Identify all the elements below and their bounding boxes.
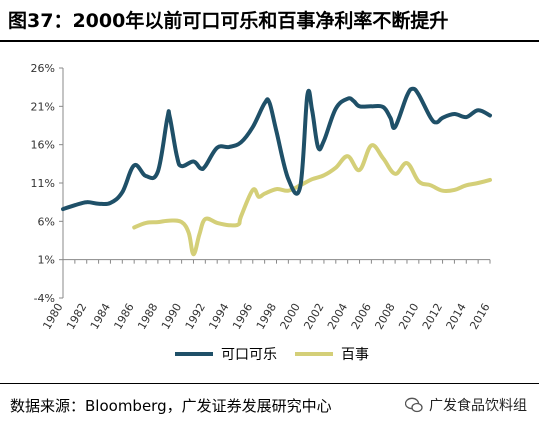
title-bar: 图37：2000年以前可口可乐和百事净利率不断提升: [0, 0, 539, 42]
x-tick-label: 2006: [349, 301, 374, 332]
watermark-text: 广发食品饮料组: [429, 398, 527, 414]
y-tick-label: 16%: [31, 139, 55, 152]
x-tick-label: 1998: [254, 301, 279, 332]
y-tick-label: -4%: [34, 292, 55, 305]
legend-label: 百事: [341, 347, 369, 363]
x-tick-label: 1988: [135, 301, 160, 332]
x-tick-label: 1990: [159, 301, 184, 332]
y-tick-label: 6%: [38, 215, 55, 228]
x-tick-label: 2002: [301, 301, 326, 332]
x-tick-label: 2004: [325, 301, 350, 332]
x-tick-label: 2012: [420, 301, 445, 332]
x-tick-label: 1992: [183, 301, 208, 332]
x-tick-label: 1980: [40, 301, 65, 332]
x-tick-label: 1982: [64, 301, 89, 332]
x-tick-label: 1986: [112, 301, 137, 332]
y-tick-label: 11%: [31, 177, 55, 190]
chart-title: 图37：2000年以前可口可乐和百事净利率不断提升: [8, 10, 449, 32]
x-tick-label: 2008: [372, 301, 397, 332]
x-tick-label: 1996: [230, 301, 255, 332]
source-note: 数据来源：Bloomberg，广发证券发展研究中心: [10, 397, 332, 415]
x-tick-label: 1994: [206, 301, 231, 332]
chart-series: [61, 86, 492, 257]
x-tick-label: 2010: [396, 301, 421, 332]
y-tick-label: 26%: [31, 62, 55, 75]
x-tick-label: 2016: [467, 301, 492, 332]
x-tick-label: 2014: [444, 301, 469, 332]
wechat-icon: [405, 397, 423, 413]
legend-label: 可口可乐: [221, 347, 277, 363]
x-tick-label: 1984: [88, 301, 113, 332]
footer-divider: [0, 383, 539, 384]
y-tick-label: 1%: [38, 254, 55, 267]
line-chart: -4%1%6%11%16%21%26%198019821984198619881…: [31, 62, 493, 363]
series-line: [132, 143, 492, 257]
watermark: 广发食品饮料组: [405, 395, 527, 415]
chart-legend: 可口可乐 百事: [175, 347, 369, 363]
series-line: [61, 86, 492, 212]
x-tick-label: 2000: [278, 301, 303, 332]
y-tick-label: 21%: [31, 100, 55, 113]
